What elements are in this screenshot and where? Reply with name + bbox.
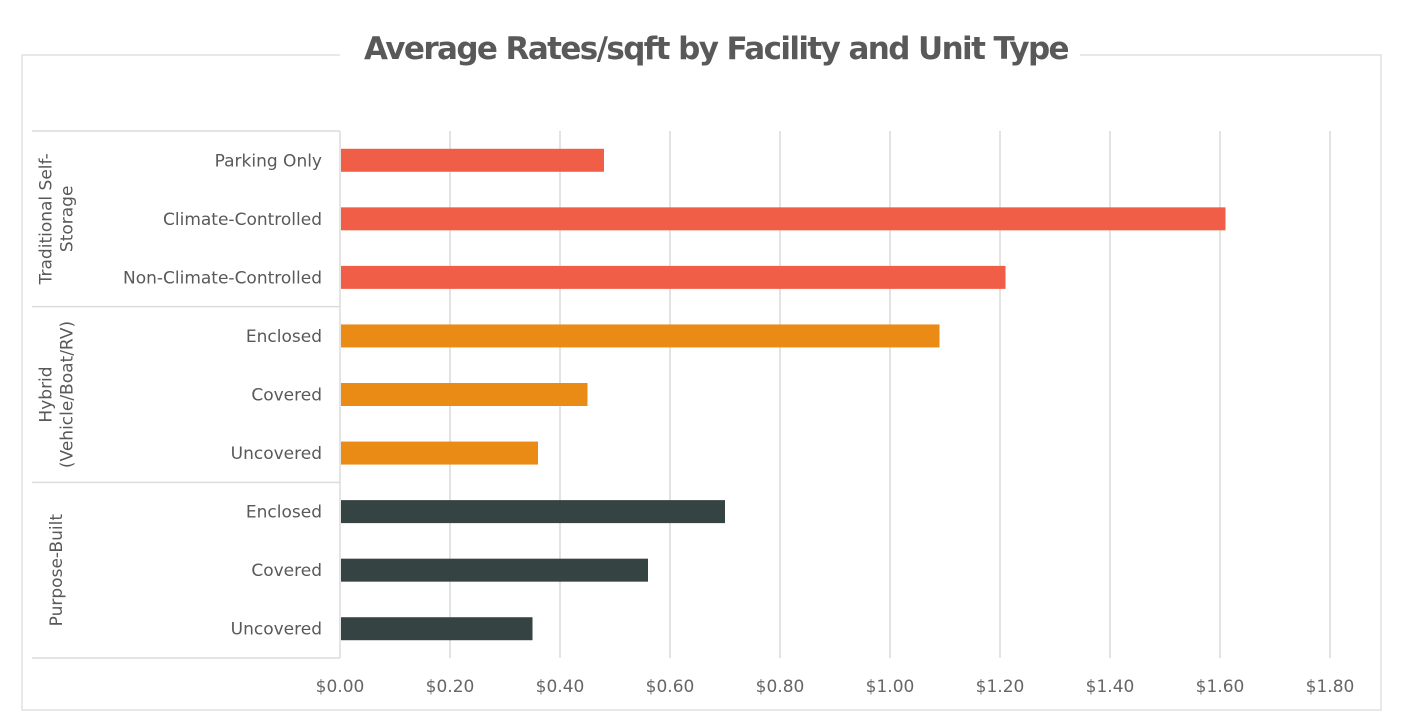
bars [341, 148, 1226, 641]
group-label-line: Traditional Self- [37, 153, 57, 285]
x-tick-label: $0.40 [536, 677, 585, 697]
category-label: Non-Climate-Controlled [123, 268, 322, 288]
group-label-line: Purpose-Built [47, 514, 67, 627]
category-axis [32, 130, 341, 659]
category-label: Uncovered [231, 444, 322, 464]
bar [341, 265, 1006, 289]
category-label: Parking Only [215, 151, 322, 171]
bar [341, 383, 588, 406]
group-label: Purpose-Built [47, 514, 67, 627]
title-backdrop [340, 20, 1080, 64]
bar [341, 324, 940, 348]
x-tick-label: $0.00 [316, 677, 365, 697]
category-label: Covered [251, 386, 322, 406]
x-axis-ticks: $0.00 $0.20 $0.40 $0.60 $0.80 $1.00 $1.20 $1.40… [316, 677, 1355, 697]
group-label-line: Storage [58, 186, 78, 253]
category-label: Enclosed [246, 503, 322, 523]
x-tick-label: $1.60 [1196, 677, 1245, 697]
bar [341, 617, 533, 641]
bar [341, 500, 725, 524]
x-tick-label: $0.20 [426, 677, 475, 697]
bar [341, 558, 648, 582]
category-labels: Traditional Self-Storage Parking Only Clim… [37, 151, 323, 639]
group-label-line: (Vehicle/Boat/RV) [58, 321, 78, 468]
category-label: Enclosed [246, 327, 322, 347]
bar [341, 207, 1226, 231]
x-tick-label: $1.20 [976, 677, 1025, 697]
x-tick-label: $0.60 [646, 677, 695, 697]
bar [341, 441, 538, 465]
x-tick-label: $1.40 [1086, 677, 1135, 697]
chart-title: Average Rates/sqft by Facility and Unit … [364, 31, 1069, 67]
x-tick-label: $1.80 [1306, 677, 1355, 697]
x-tick-label: $1.00 [866, 677, 915, 697]
category-label: Covered [251, 561, 322, 581]
group-label-line: Hybrid [37, 366, 57, 422]
group-label: Traditional Self-Storage [37, 153, 78, 285]
bar [341, 148, 604, 172]
group-label: Hybrid(Vehicle/Boat/RV) [37, 321, 78, 468]
category-label: Uncovered [231, 620, 322, 640]
category-label: Climate-Controlled [163, 210, 322, 230]
chart-frame [21, 54, 1382, 711]
x-tick-label: $0.80 [756, 677, 805, 697]
